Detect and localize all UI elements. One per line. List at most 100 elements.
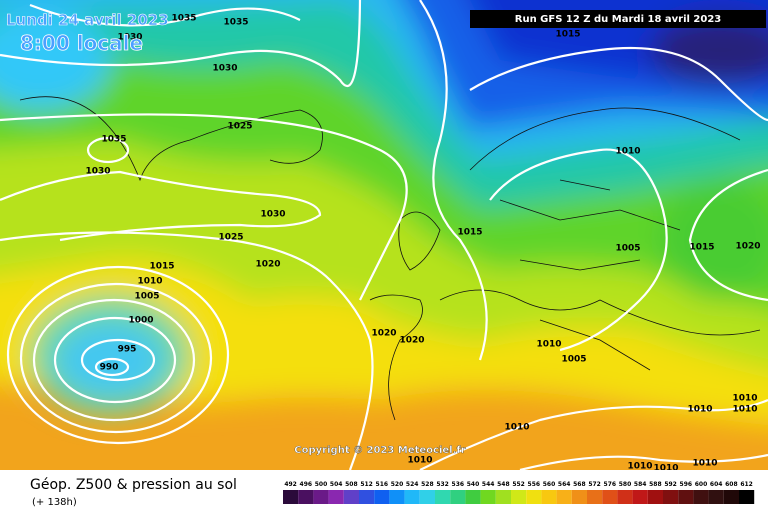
legend-swatch <box>617 490 633 504</box>
legend-swatch <box>313 490 329 504</box>
isobar-label: 1020 <box>735 242 760 252</box>
legend-label: 580 <box>619 481 632 488</box>
legend-label: 576 <box>604 481 617 488</box>
legend-swatch <box>435 490 451 504</box>
legend-swatch <box>541 490 557 504</box>
isobar-label: 1035 <box>101 135 126 145</box>
legend-swatch <box>495 490 511 504</box>
legend-swatch <box>359 490 375 504</box>
legend-swatch <box>450 490 466 504</box>
isobar-label: 1010 <box>137 277 162 287</box>
legend-label: 600 <box>695 481 708 488</box>
isobar-label: 1020 <box>255 260 280 270</box>
isobar-label: 1010 <box>692 459 717 469</box>
legend-label: 516 <box>376 481 389 488</box>
run-info: Run GFS 12 Z du Mardi 18 avril 2023 <box>515 14 722 25</box>
legend-label: 504 <box>330 481 343 488</box>
legend-swatch <box>511 490 527 504</box>
isobar-label: 1035 <box>223 18 248 28</box>
isobar-label: 1020 <box>399 336 424 346</box>
legend-label: 560 <box>543 481 556 488</box>
legend-swatch <box>708 490 724 504</box>
legend-label: 588 <box>649 481 662 488</box>
legend-label: 500 <box>315 481 328 488</box>
isobar-label: 1010 <box>407 456 432 466</box>
isobar-label: 1010 <box>732 394 757 404</box>
isobar-label: 1015 <box>689 243 714 253</box>
legend-swatch <box>283 490 299 504</box>
legend-label: 572 <box>588 481 601 488</box>
legend-swatch <box>404 490 420 504</box>
isobar-label: 1010 <box>536 340 561 350</box>
legend-swatch <box>739 490 755 504</box>
run-box <box>470 10 766 28</box>
legend-label: 604 <box>710 481 723 488</box>
legend-swatch <box>587 490 603 504</box>
legend-label: 512 <box>360 481 373 488</box>
legend-label: 496 <box>300 481 313 488</box>
geopotential-field <box>0 0 768 470</box>
legend-swatch <box>632 490 648 504</box>
isobar-label: 1035 <box>171 14 196 24</box>
legend-label: 528 <box>421 481 434 488</box>
isobar-label: 1030 <box>117 33 142 43</box>
isobar-label: 1015 <box>149 262 174 272</box>
legend-label: 552 <box>512 481 525 488</box>
isobar-label: 1025 <box>218 233 243 243</box>
isobar-label: 1025 <box>227 122 252 132</box>
legend-label: 524 <box>406 481 419 488</box>
legend-swatch <box>328 490 344 504</box>
legend-swatch <box>374 490 390 504</box>
legend-label: 612 <box>740 481 753 488</box>
legend-label: 548 <box>497 481 510 488</box>
isobar-label: 1010 <box>732 405 757 415</box>
isobar-label: 1005 <box>615 244 640 254</box>
legend-swatch <box>480 490 496 504</box>
isobar-label: 1010 <box>687 405 712 415</box>
isobar-label: 1010 <box>615 147 640 157</box>
legend-label: 564 <box>558 481 571 488</box>
date: Lundi 24 avril 2023 <box>6 11 169 29</box>
footer-subtitle: (+ 138h) <box>32 497 77 508</box>
legend-swatch <box>647 490 663 504</box>
isobar-label: 1015 <box>457 228 482 238</box>
legend-swatch <box>571 490 587 504</box>
time: 8:00 locale <box>20 31 143 55</box>
isobars <box>0 0 768 470</box>
isobar-label: 1030 <box>85 167 110 177</box>
isobar-label: 1000 <box>128 316 153 326</box>
legend-swatch <box>419 490 435 504</box>
legend-swatch <box>343 490 359 504</box>
isobar-label: 1005 <box>561 355 586 365</box>
legend-label: 532 <box>436 481 449 488</box>
legend-swatch <box>663 490 679 504</box>
legend-label: 608 <box>725 481 738 488</box>
legend-swatch <box>526 490 542 504</box>
isobar-label: 1010 <box>653 464 678 474</box>
isobar-label: 1030 <box>212 64 237 74</box>
legend-label: 556 <box>528 481 541 488</box>
legend-swatch <box>693 490 709 504</box>
legend-label: 508 <box>345 481 358 488</box>
legend-swatch <box>723 490 739 504</box>
isobar-label: 995 <box>118 345 137 355</box>
legend-label: 540 <box>467 481 480 488</box>
isobar-label: 1015 <box>555 30 580 40</box>
isobar-label: 1010 <box>504 423 529 433</box>
copyright: Copyright © 2023 Meteociel.fr <box>294 445 465 456</box>
legend-label: 568 <box>573 481 586 488</box>
legend-label: 584 <box>634 481 647 488</box>
legend-swatch <box>678 490 694 504</box>
legend-label: 596 <box>680 481 693 488</box>
isobar-label: 1030 <box>260 210 285 220</box>
legend-swatch <box>298 490 314 504</box>
legend-swatch <box>556 490 572 504</box>
color-legend: 492 496 500 504 508 512 516 520 524 528 532 536 540 5… <box>283 481 755 504</box>
isobar-label: 1005 <box>134 292 159 302</box>
legend-swatch <box>465 490 481 504</box>
legend-label: 592 <box>664 481 677 488</box>
legend-swatch <box>602 490 618 504</box>
isobar-label: 1010 <box>627 462 652 472</box>
legend-label: 520 <box>391 481 404 488</box>
